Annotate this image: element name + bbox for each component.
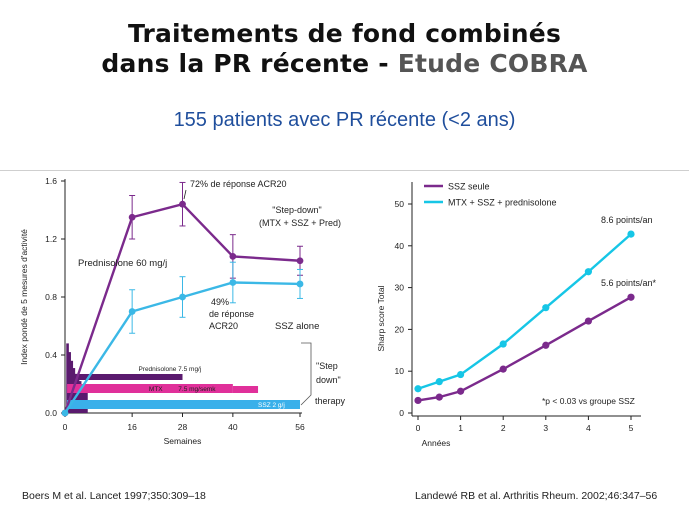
footnote: *p < 0.03 vs groupe SSZ (542, 396, 635, 406)
series-1-point (179, 293, 186, 301)
x-tick-label: 4 (586, 423, 591, 433)
series-1-point (435, 378, 443, 386)
x-tick-label: 3 (543, 423, 548, 433)
series-0-point (296, 257, 304, 265)
acr72-label: 72% de réponse ACR20 (190, 179, 287, 189)
series-1-point (457, 370, 465, 379)
y-tick-label: 1.2 (45, 234, 57, 244)
stepdown-therapy-1: "Step (316, 361, 338, 371)
legend-label-0: SSZ seule (448, 182, 490, 192)
divider (0, 170, 689, 171)
y-tick-label: 0 (399, 408, 404, 418)
x-tick-label: 56 (295, 422, 305, 432)
series-0-point (499, 365, 507, 373)
acr49-label-1: 49% (211, 297, 229, 307)
x-tick-label: 16 (127, 422, 137, 432)
x-axis-label: Semaines (164, 436, 202, 446)
prednisolone-7.5-label: Prednisolone 7.5 mg/j (138, 366, 201, 373)
series-0-point (128, 213, 136, 221)
series-0-point (627, 293, 635, 301)
series-1-point (229, 279, 237, 286)
series-1-point (542, 304, 550, 312)
series-1-line (417, 233, 632, 390)
y-tick-label: 0.4 (45, 350, 57, 360)
slide-title-line1: Traitements de fond combinés (127, 19, 562, 48)
x-tick-label: 2 (501, 423, 506, 433)
stepdown-bracket (300, 342, 312, 406)
reference-left: Boers M et al. Lancet 1997;350:309–18 (22, 490, 206, 502)
mtx-dose-label: 7.5 mg/semk (178, 386, 216, 393)
series-0-point (179, 200, 186, 208)
stepdown-label-1: "Step-down" (272, 205, 321, 215)
series-0-point (584, 317, 593, 325)
prednisolone-taper-bar (83, 386, 86, 413)
prednisolone-taper-bar (68, 352, 71, 413)
series-1-point (499, 340, 507, 348)
title-prefix: dans la PR récente - (101, 49, 398, 78)
y-tick-label: 50 (395, 199, 405, 209)
mtx-label: MTX (149, 386, 163, 393)
x-tick-label: 5 (629, 423, 634, 433)
stepdown-therapy-2: down" (316, 375, 341, 385)
ssz-band (67, 400, 301, 409)
y-tick-label: 20 (395, 324, 405, 334)
y-tick-label: 0.0 (45, 408, 57, 418)
series-0-point (414, 396, 422, 405)
y-tick-label: 1.6 (45, 176, 57, 186)
x-axis-label: Années (422, 438, 451, 448)
prednisolone-taper-bar (74, 373, 78, 413)
series-0-point (542, 341, 550, 349)
y-tick-label: 30 (395, 283, 405, 293)
series-1-point (61, 409, 69, 417)
mtx-band-taper (232, 386, 259, 393)
series-1-point (627, 230, 635, 238)
y-tick-label: 10 (395, 366, 405, 376)
acr49-label-2: de réponse (209, 309, 254, 319)
slide-subtitle: 155 patients avec PR récente (<2 ans) (173, 109, 516, 131)
prednisolone-taper-bar (78, 381, 82, 413)
ssz-label: SSZ 2 g/j (258, 402, 285, 409)
stepdown-label-2: (MTX + SSZ + Pred) (259, 218, 341, 228)
series-1-point (296, 280, 304, 288)
series-0-point (457, 387, 465, 395)
x-tick-label: 40 (228, 422, 238, 432)
y-tick-label: 40 (395, 241, 405, 251)
series-1-point (128, 308, 136, 315)
rate-combo-label: 8.6 points/an (601, 215, 653, 225)
prednisolone-taper-bar (76, 378, 80, 413)
stepdown-therapy-3: therapy (315, 396, 346, 406)
y-axis-label: Sharp score Total (376, 285, 386, 351)
acr72-pointer (183, 189, 187, 200)
title-highlight: Etude COBRA (397, 49, 588, 78)
prednisolone-60-label: Prednisolone 60 mg/j (78, 258, 167, 269)
x-tick-label: 0 (63, 422, 68, 432)
rate-ssz-label: 5.6 points/an* (601, 278, 657, 288)
prednisolone-taper-bar (80, 384, 84, 413)
series-0-line (417, 296, 632, 402)
slide-title-line2: dans la PR récente - Etude COBRA (0, 49, 689, 78)
x-tick-label: 1 (458, 423, 463, 433)
series-1-point (414, 385, 422, 393)
y-axis-label: Index pondé de 5 mesures d'activité (19, 229, 29, 365)
ssz-alone-label: SSZ alone (275, 321, 319, 332)
series-0-point (435, 393, 443, 401)
acr49-label-3: ACR20 (209, 321, 238, 331)
series-1-point (584, 268, 593, 276)
legend-label-1: MTX + SSZ + prednisolone (448, 198, 557, 208)
series-0-point (229, 253, 237, 260)
prednisolone-7.5-band (67, 374, 183, 380)
reference-right: Landewé RB et al. Arthritis Rheum. 2002;… (415, 490, 658, 502)
mtx-band (67, 384, 233, 393)
x-tick-label: 0 (416, 423, 421, 433)
y-tick-label: 0.8 (45, 292, 57, 302)
x-tick-label: 28 (178, 422, 188, 432)
